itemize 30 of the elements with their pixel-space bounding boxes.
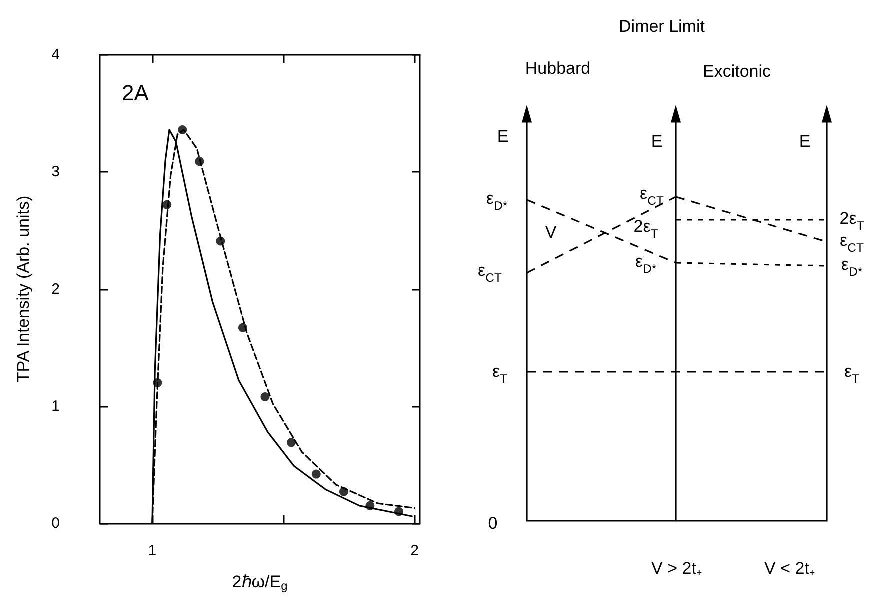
text: ε$_{T}$ bbox=[492, 362, 508, 386]
y-tick-label: 0 bbox=[52, 515, 60, 532]
point bbox=[312, 470, 321, 479]
y-tick-label: 1 bbox=[52, 398, 60, 415]
y-tick-label: 4 bbox=[52, 46, 60, 64]
text: Hubbard bbox=[525, 59, 591, 78]
text: Dimer Limit bbox=[619, 17, 706, 36]
y-tick-label: 2 bbox=[52, 280, 60, 298]
point bbox=[286, 438, 296, 448]
text: ε$_{D*}$ bbox=[841, 255, 863, 280]
text: V > 2t₊ bbox=[652, 559, 702, 578]
text: E bbox=[651, 132, 663, 152]
text: 2ε$_{T}$ bbox=[840, 209, 865, 234]
text: 0 bbox=[488, 514, 498, 534]
text: E bbox=[497, 127, 509, 146]
text: V < 2t₊ bbox=[764, 559, 816, 578]
text: E bbox=[799, 132, 811, 152]
text: ε$_{CT}$ bbox=[640, 184, 664, 208]
text: ε$_{D*}$ bbox=[486, 189, 508, 214]
text: V bbox=[545, 223, 558, 242]
point bbox=[260, 392, 270, 402]
text: 2ε$_{T}$ bbox=[634, 217, 659, 242]
text: ε$_{D*}$ bbox=[635, 252, 657, 276]
text: ε$_{CT}$ bbox=[840, 231, 864, 256]
y-tick-label: 3 bbox=[52, 164, 60, 181]
text: ε$_{T}$ bbox=[844, 362, 860, 386]
y-axis-title: TPA Intensity (Arb. units) bbox=[14, 196, 33, 383]
annotation: 2A bbox=[122, 80, 150, 106]
text: ε$_{CT}$ bbox=[478, 261, 502, 286]
text: Excitonic bbox=[702, 62, 772, 82]
